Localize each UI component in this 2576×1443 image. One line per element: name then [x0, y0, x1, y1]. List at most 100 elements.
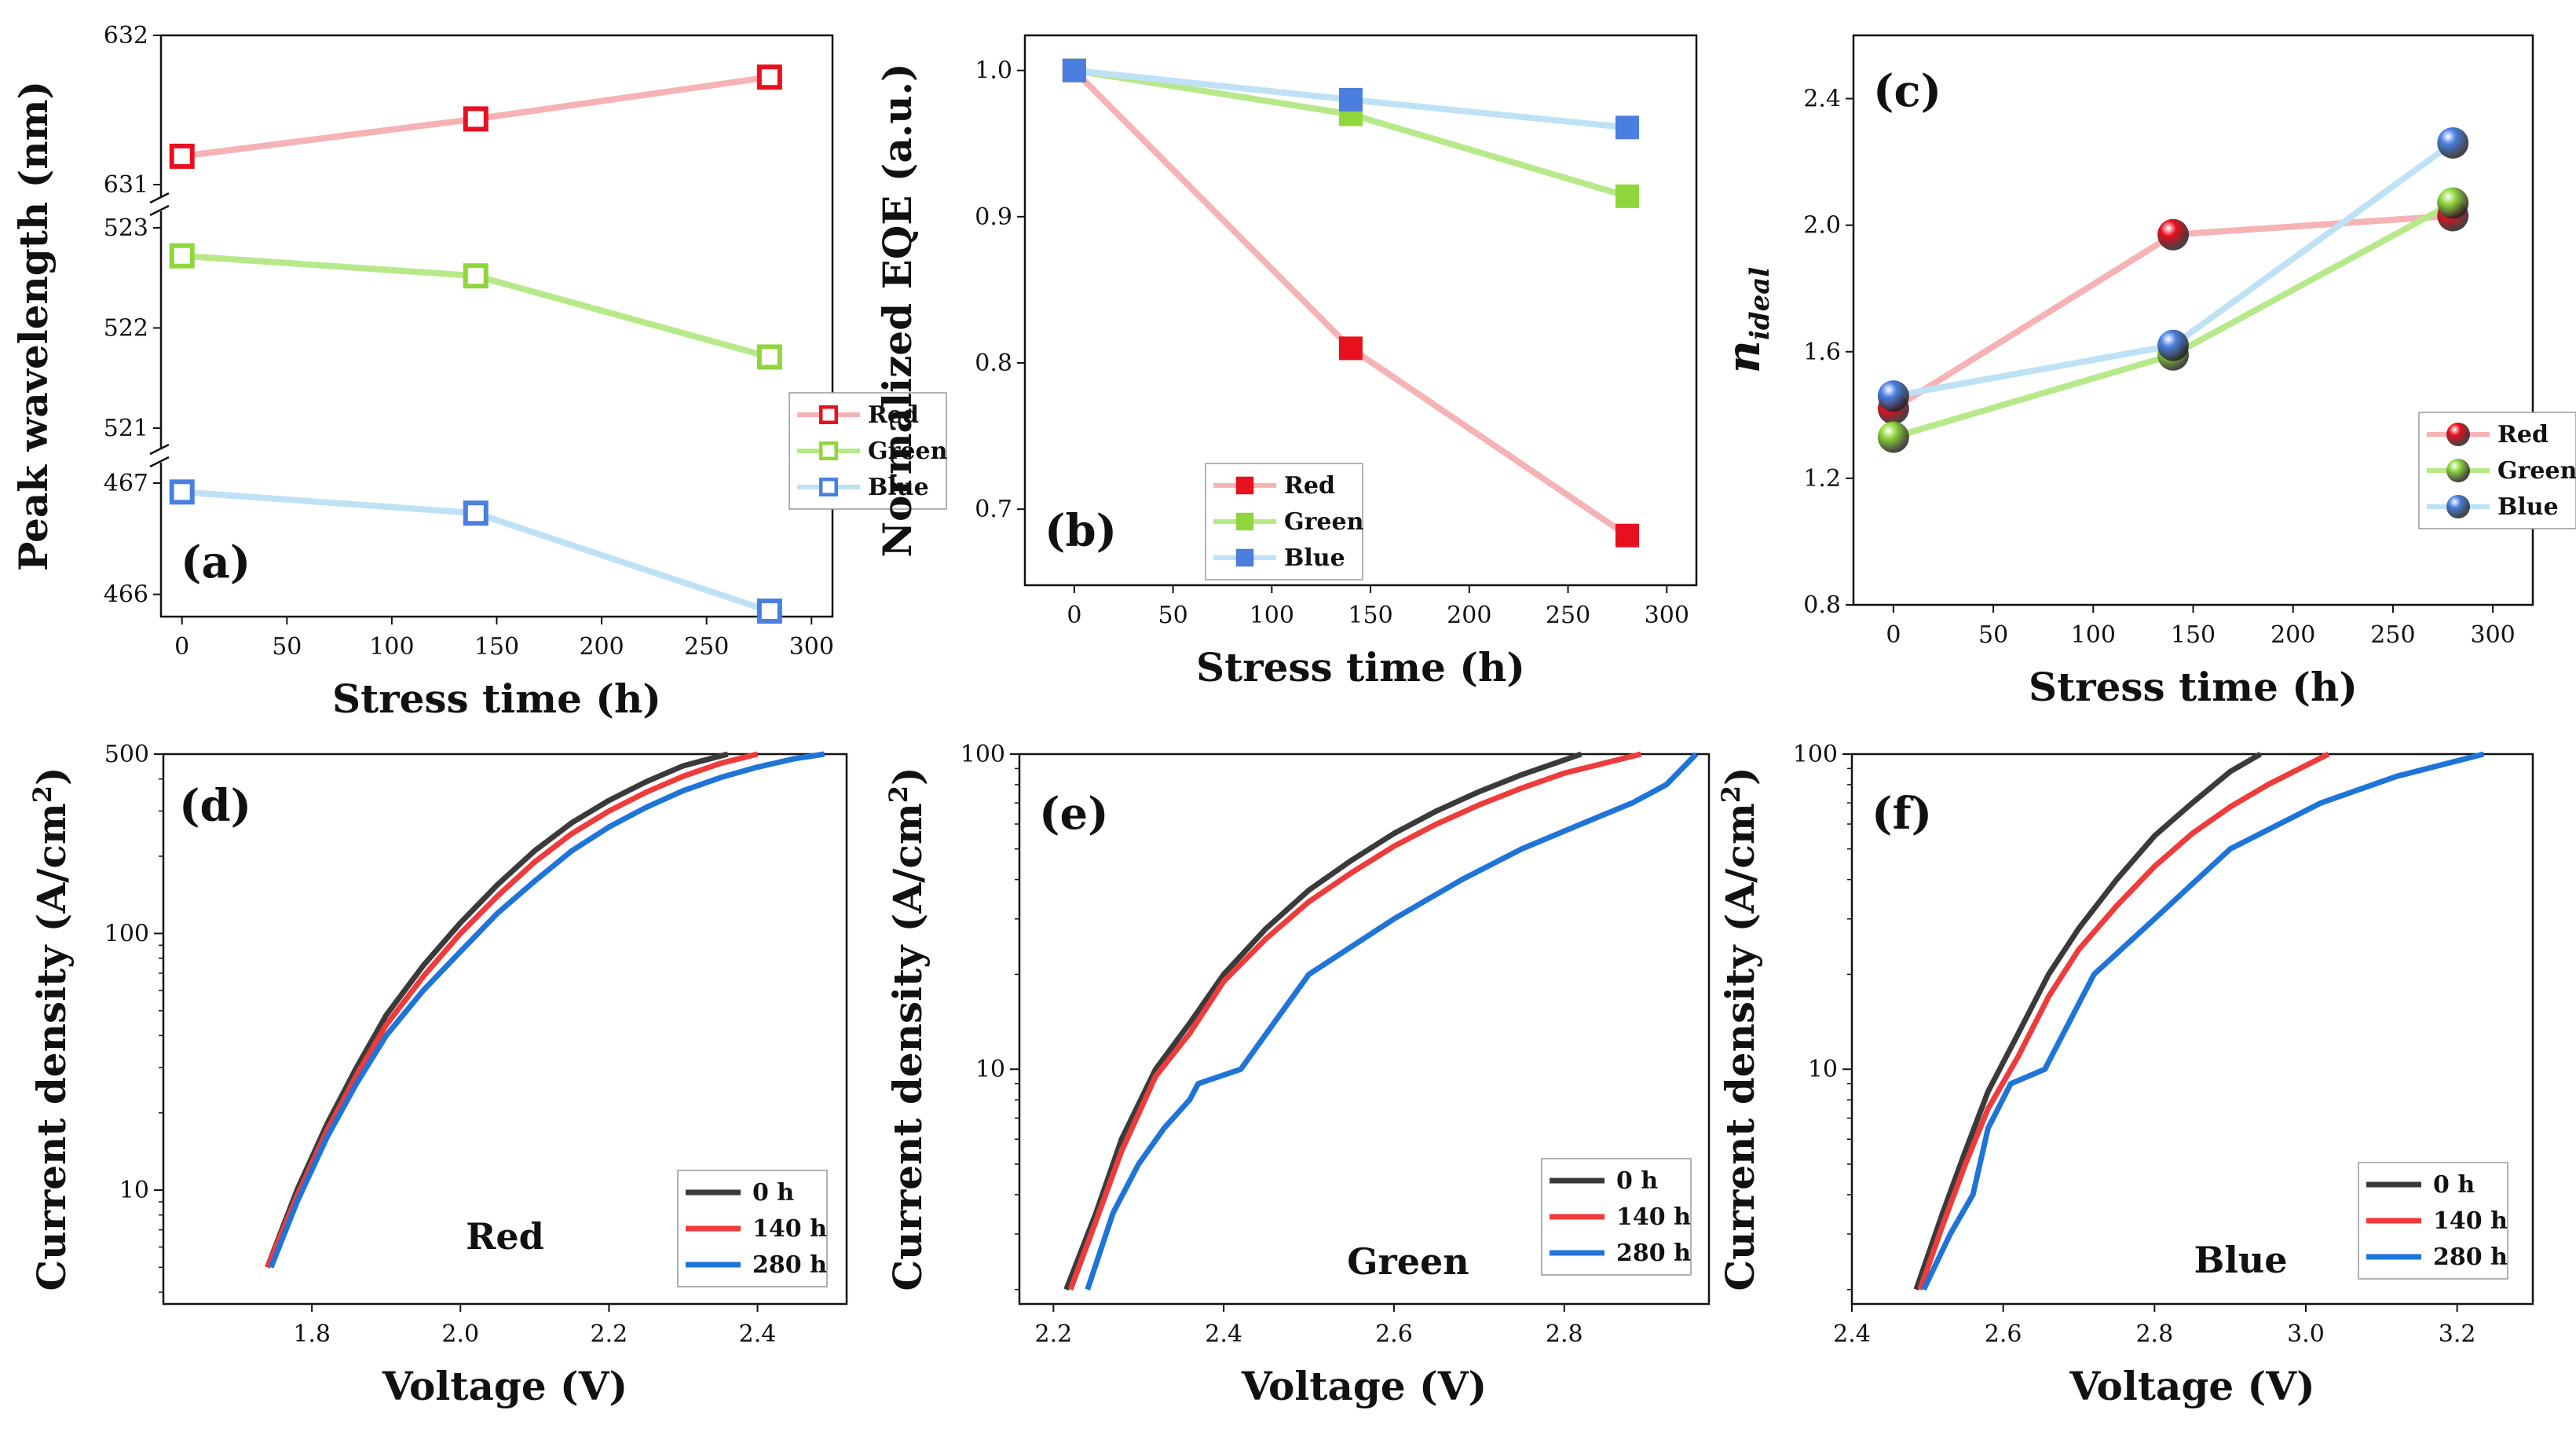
panel-f: 10 100 2.4 2.6 2.8 3.0 3.2 Voltage (V) Current d…	[1716, 741, 2534, 1409]
series-line-140h	[1067, 751, 1642, 1291]
y-axis-title-superscript: 2	[884, 786, 913, 803]
x-tick-label: 2.4	[1205, 1320, 1242, 1348]
data-point-blue	[463, 500, 488, 526]
y-axis-title-main: n	[1717, 340, 1770, 373]
legend-label-red: Red	[2497, 421, 2549, 449]
legend-label-green: Green	[1284, 508, 1364, 536]
y-tick-label: 10	[975, 1056, 1005, 1083]
x-tick-label: 2.6	[1375, 1320, 1413, 1348]
data-point-red	[2157, 218, 2190, 251]
x-axis-title: Voltage (V)	[382, 1363, 628, 1409]
x-tick-label: 3.2	[2439, 1320, 2476, 1348]
panel-label: (e)	[1039, 788, 1109, 840]
y-axis-title: Peak wavelength (nm)	[10, 81, 57, 571]
y-axis-title-subscript: ideal	[1744, 267, 1776, 340]
data-point-green	[1615, 184, 1639, 208]
x-tick-label: 2.2	[1034, 1320, 1072, 1348]
y-axis-title: Current density (A/cm2)	[27, 767, 75, 1291]
x-tick-label: 150	[474, 633, 519, 661]
legend-label-140-h: 140 h	[752, 1215, 827, 1243]
y-tick-label: 500	[104, 741, 149, 768]
data-point-green	[756, 344, 782, 370]
x-tick-label: 300	[2470, 621, 2515, 649]
x-tick-label: 2.4	[739, 1320, 777, 1348]
legend: Red Green Blue	[789, 392, 948, 510]
data-point-red	[169, 143, 195, 169]
x-tick-label: 2.4	[1833, 1320, 1871, 1348]
x-tick-label: 100	[2071, 621, 2116, 649]
y-tick-label: 0.8	[1803, 591, 1841, 619]
y-axis-title-end: )	[28, 767, 75, 786]
x-tick-label: 50	[272, 633, 302, 661]
y-tick-label: 466	[104, 581, 148, 609]
x-tick-label: 200	[2270, 621, 2315, 649]
data-point-blue	[1062, 58, 1086, 82]
legend: 0 h 140 h 280 h	[1541, 1158, 1692, 1276]
y-axis-title: nideal	[1717, 267, 1776, 374]
x-tick-label: 50	[1978, 621, 2008, 649]
series-line-280h	[1085, 752, 1699, 1291]
data-point-red	[756, 64, 782, 90]
series-line-280h	[1921, 751, 2485, 1291]
y-tick-label: 1.2	[1803, 465, 1841, 493]
legend-marker	[1235, 548, 1254, 567]
plot-frame	[1018, 753, 1711, 1306]
x-tick-label: 300	[1645, 602, 1689, 629]
y-tick-label: 523	[104, 214, 148, 242]
legend-label-0-h: 0 h	[2433, 1171, 2475, 1199]
legend-label-280-h: 280 h	[1616, 1240, 1691, 1267]
axis-break-mark	[149, 456, 170, 468]
x-axis-title: Voltage (V)	[1241, 1363, 1487, 1409]
y-tick-label: 467	[104, 470, 148, 497]
y-axis-title-end: )	[1717, 767, 1763, 786]
y-tick-label: 100	[1793, 741, 1838, 768]
data-point-green	[1877, 421, 1909, 453]
legend-label-140-h: 140 h	[1616, 1203, 1691, 1231]
axis-break-mark	[149, 204, 170, 217]
x-axis-title: Voltage (V)	[2069, 1363, 2314, 1409]
y-tick-label: 1.0	[975, 57, 1012, 85]
series-line-280h	[268, 751, 825, 1269]
y-tick-label: 10	[1808, 1056, 1838, 1083]
legend-label-140-h: 140 h	[2433, 1207, 2508, 1235]
legend-label-280-h: 280 h	[752, 1251, 827, 1279]
plot-frame	[1850, 753, 2534, 1306]
x-tick-label: 3.0	[2287, 1320, 2325, 1348]
data-point-green	[463, 263, 488, 289]
data-point-blue	[1877, 380, 1909, 412]
y-axis-title: Current density (A/cm2)	[1716, 767, 1763, 1291]
x-tick-label: 2.8	[2135, 1320, 2173, 1348]
x-tick-label: 2.0	[441, 1320, 479, 1348]
x-axis-title: Stress time (h)	[1196, 644, 1525, 690]
x-tick-label: 250	[684, 633, 729, 661]
axis-break-mark	[149, 443, 170, 456]
y-axis-title-main: Current density (A/cm	[28, 803, 75, 1291]
x-tick-label: 2.8	[1546, 1320, 1583, 1348]
y-axis-title-end: )	[884, 767, 931, 786]
x-tick-label: 1.8	[293, 1320, 331, 1348]
legend-label-red: Red	[1284, 472, 1335, 500]
data-point-red	[463, 106, 488, 132]
y-tick-label: 100	[104, 920, 149, 947]
series-line-0h	[265, 751, 729, 1269]
panel-annotation: Blue	[2194, 1239, 2287, 1281]
x-tick-label: 250	[2370, 621, 2415, 649]
y-tick-label: 2.0	[1803, 212, 1841, 240]
legend-marker	[819, 405, 838, 424]
x-tick-label: 150	[2171, 621, 2216, 649]
y-tick-label: 521	[104, 415, 148, 442]
legend-label-green: Green	[2497, 457, 2576, 485]
plot-frame	[162, 753, 848, 1306]
y-axis-title-superscript: 2	[1716, 786, 1746, 803]
y-tick-label: 2.4	[1803, 86, 1841, 113]
data-point-blue	[2157, 329, 2190, 361]
data-point-red	[1338, 336, 1363, 361]
x-axis-title: Stress time (h)	[332, 676, 661, 722]
x-tick-label: 0	[174, 633, 189, 661]
legend-marker	[2446, 459, 2470, 482]
x-tick-label: 150	[1348, 602, 1392, 629]
x-tick-label: 100	[369, 633, 414, 661]
x-tick-label: 0	[1067, 602, 1081, 629]
legend: 0 h 140 h 280 h	[2358, 1162, 2508, 1280]
legend-marker	[2446, 423, 2470, 446]
